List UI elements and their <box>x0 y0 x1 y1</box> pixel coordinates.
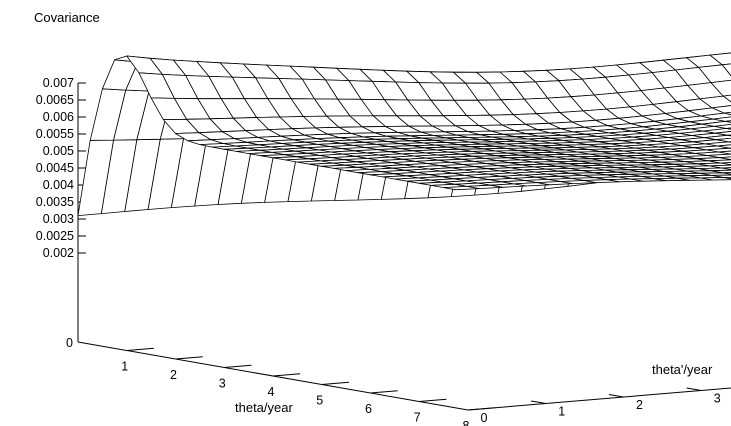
x-tick-mark <box>419 398 447 402</box>
x-tick-label: 2 <box>170 368 177 382</box>
x-tick-mark <box>321 381 350 385</box>
surface-skirt <box>407 181 419 371</box>
x-tick-mark <box>370 390 398 394</box>
x-tick-label: 3 <box>219 377 226 391</box>
z-tick-label: 0.005 <box>43 144 74 158</box>
z-tick-label: 0.0045 <box>36 161 74 175</box>
surface-skirt <box>419 183 431 373</box>
z-tick-label: 0.0055 <box>36 127 74 141</box>
y-tick-mark <box>531 400 546 404</box>
surface-skirt <box>431 185 443 375</box>
surface-skirt <box>383 177 395 367</box>
x-tick-mark <box>175 356 203 360</box>
z-tick-label: 0.003 <box>43 212 74 226</box>
y-axis-line <box>467 387 731 411</box>
z-tick-label: 0.002 <box>43 246 74 260</box>
x-tick-label: 5 <box>316 394 323 408</box>
z-tick-label: 0.006 <box>43 110 74 124</box>
y-tick-label: 0 <box>481 411 488 425</box>
surface-skirt <box>444 188 456 378</box>
z-axis: 0.002 0.0025 0.003 0.0035 0.004 0.0045 0.005 0.… <box>36 76 86 350</box>
z-tick-label: 0.0065 <box>36 93 74 107</box>
y-tick-label: 3 <box>714 392 721 406</box>
x-tick-label: 6 <box>365 402 372 416</box>
z-axis-label: Covariance <box>34 10 100 25</box>
x-axis-label: theta/year <box>235 400 293 415</box>
z-tick-label: 0.0035 <box>36 195 74 209</box>
z-tick-label: 0.007 <box>43 76 74 90</box>
z-tick-label-zero: 0 <box>66 336 73 350</box>
x-tick-label: 1 <box>121 360 128 374</box>
y-tick-label: 2 <box>636 398 643 412</box>
surface-mesh <box>77 52 731 378</box>
surface-skirt <box>358 173 370 363</box>
x-tick-mark <box>224 364 252 368</box>
surface-skirt <box>371 175 383 365</box>
x-tick-label: 7 <box>414 411 421 425</box>
surface-cell <box>443 185 480 191</box>
x-tick-mark <box>126 347 155 351</box>
y-axis-label: theta'/year <box>652 362 713 377</box>
z-tick-label: 0.0025 <box>36 229 74 243</box>
y-tick-mark <box>608 393 624 398</box>
x-tick-label: 4 <box>268 385 275 399</box>
x-tick-label: 8 <box>463 419 470 426</box>
z-tick-label: 0.004 <box>43 178 74 192</box>
surface-skirt <box>395 179 407 369</box>
x-tick-mark <box>272 373 301 377</box>
x-axis-ticks: 1 2 3 4 5 6 7 8 <box>121 347 496 426</box>
y-tick-mark <box>686 387 702 391</box>
y-tick-label: 1 <box>558 405 565 419</box>
x-tick-mark <box>467 407 496 411</box>
